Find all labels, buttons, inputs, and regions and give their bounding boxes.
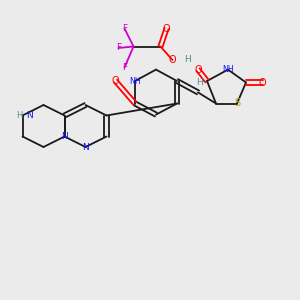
Text: H: H [184, 56, 191, 64]
Text: F: F [116, 44, 121, 52]
Text: O: O [112, 76, 119, 86]
Text: N: N [61, 132, 68, 141]
Text: NH: NH [129, 76, 141, 85]
Text: S: S [234, 98, 240, 109]
Text: N: N [82, 142, 89, 152]
Text: NH: NH [222, 65, 234, 74]
Text: N: N [26, 111, 33, 120]
Text: F: F [122, 24, 127, 33]
Text: H: H [196, 78, 203, 87]
Text: H: H [16, 111, 22, 120]
Text: O: O [169, 55, 176, 65]
Text: O: O [194, 64, 202, 75]
Text: F: F [122, 63, 127, 72]
Text: O: O [163, 23, 170, 34]
Text: O: O [259, 77, 266, 88]
